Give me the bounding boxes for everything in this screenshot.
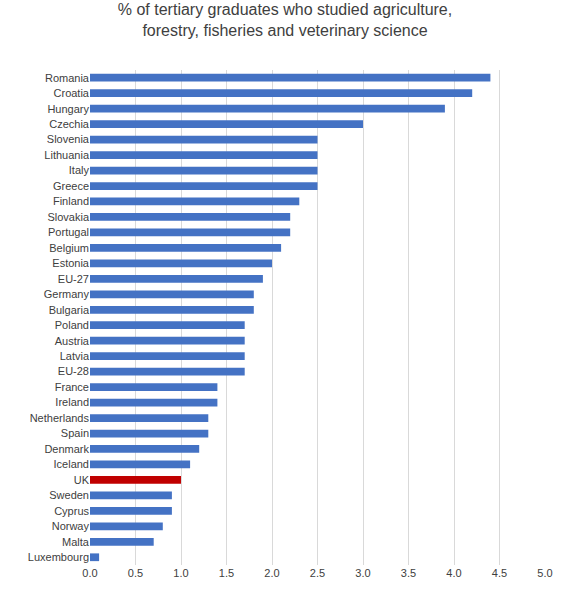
svg-text:Romania: Romania: [45, 72, 90, 84]
svg-text:4.5: 4.5: [492, 567, 507, 579]
svg-text:Malta: Malta: [62, 536, 90, 548]
svg-text:0.0: 0.0: [82, 567, 97, 579]
svg-text:Croatia: Croatia: [54, 87, 90, 99]
svg-text:Bulgaria: Bulgaria: [49, 304, 90, 316]
svg-text:5.0: 5.0: [537, 567, 552, 579]
svg-text:Denmark: Denmark: [44, 443, 89, 455]
svg-text:Greece: Greece: [53, 180, 89, 192]
svg-text:Lithuania: Lithuania: [44, 149, 90, 161]
svg-text:UK: UK: [74, 474, 90, 486]
svg-text:Ireland: Ireland: [55, 396, 89, 408]
svg-text:Norway: Norway: [52, 520, 90, 532]
svg-text:Latvia: Latvia: [60, 350, 90, 362]
svg-text:France: France: [55, 381, 89, 393]
svg-text:Hungary: Hungary: [47, 103, 89, 115]
svg-text:Czechia: Czechia: [49, 118, 90, 130]
svg-text:Slovenia: Slovenia: [47, 133, 90, 145]
svg-text:Netherlands: Netherlands: [30, 412, 90, 424]
svg-text:Italy: Italy: [69, 164, 90, 176]
svg-text:1.0: 1.0: [173, 567, 188, 579]
svg-text:2.0: 2.0: [264, 567, 279, 579]
svg-text:Belgium: Belgium: [49, 242, 89, 254]
svg-text:Luxembourg: Luxembourg: [28, 551, 89, 563]
svg-text:0.5: 0.5: [128, 567, 143, 579]
svg-text:3.5: 3.5: [401, 567, 416, 579]
svg-text:Germany: Germany: [44, 288, 90, 300]
svg-text:Estonia: Estonia: [52, 257, 90, 269]
svg-text:Iceland: Iceland: [54, 458, 89, 470]
svg-text:Sweden: Sweden: [49, 489, 89, 501]
svg-text:Austria: Austria: [55, 335, 90, 347]
svg-text:Slovakia: Slovakia: [47, 211, 89, 223]
svg-text:3.0: 3.0: [355, 567, 370, 579]
svg-text:% of tertiary graduates who st: % of tertiary graduates who studied agri…: [118, 1, 452, 39]
svg-text:Portugal: Portugal: [48, 226, 89, 238]
svg-text:4.0: 4.0: [446, 567, 461, 579]
svg-text:EU-28: EU-28: [58, 365, 89, 377]
svg-text:Cyprus: Cyprus: [54, 505, 89, 517]
svg-text:EU-27: EU-27: [58, 273, 89, 285]
svg-text:Poland: Poland: [55, 319, 89, 331]
svg-text:1.5: 1.5: [219, 567, 234, 579]
svg-text:Spain: Spain: [61, 427, 89, 439]
svg-text:Finland: Finland: [53, 195, 89, 207]
svg-text:2.5: 2.5: [310, 567, 325, 579]
